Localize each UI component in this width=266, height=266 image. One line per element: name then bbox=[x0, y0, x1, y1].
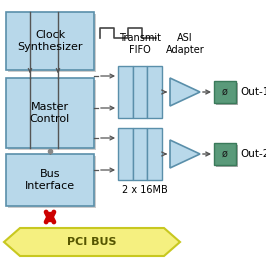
Text: Out-1: Out-1 bbox=[240, 87, 266, 97]
Bar bbox=[8, 156, 96, 208]
Polygon shape bbox=[170, 140, 200, 168]
Bar bbox=[118, 66, 133, 118]
Polygon shape bbox=[4, 228, 180, 256]
Bar bbox=[8, 80, 96, 150]
Text: PCI BUS: PCI BUS bbox=[67, 237, 117, 247]
Text: ø: ø bbox=[222, 87, 228, 97]
Text: Transmit
FIFO: Transmit FIFO bbox=[119, 33, 161, 55]
Bar bbox=[147, 66, 162, 118]
Bar bbox=[147, 128, 162, 180]
Bar bbox=[133, 66, 147, 118]
Bar bbox=[215, 82, 238, 105]
Text: Clock
Synthesizer: Clock Synthesizer bbox=[17, 30, 83, 52]
Bar bbox=[6, 78, 94, 148]
Bar bbox=[8, 14, 96, 72]
Text: 2 x 16MB: 2 x 16MB bbox=[122, 185, 168, 195]
Polygon shape bbox=[170, 78, 200, 106]
Text: ø: ø bbox=[222, 149, 228, 159]
Bar bbox=[214, 81, 236, 103]
Bar bbox=[133, 128, 147, 180]
Bar bbox=[118, 128, 133, 180]
Bar bbox=[214, 143, 236, 165]
Text: Bus
Interface: Bus Interface bbox=[25, 169, 75, 191]
Text: Out-2: Out-2 bbox=[240, 149, 266, 159]
Text: ASI
Adapter: ASI Adapter bbox=[166, 33, 204, 55]
Bar bbox=[6, 154, 94, 206]
Bar bbox=[6, 12, 94, 70]
Text: Master
Control: Master Control bbox=[30, 102, 70, 124]
Bar bbox=[215, 144, 238, 167]
